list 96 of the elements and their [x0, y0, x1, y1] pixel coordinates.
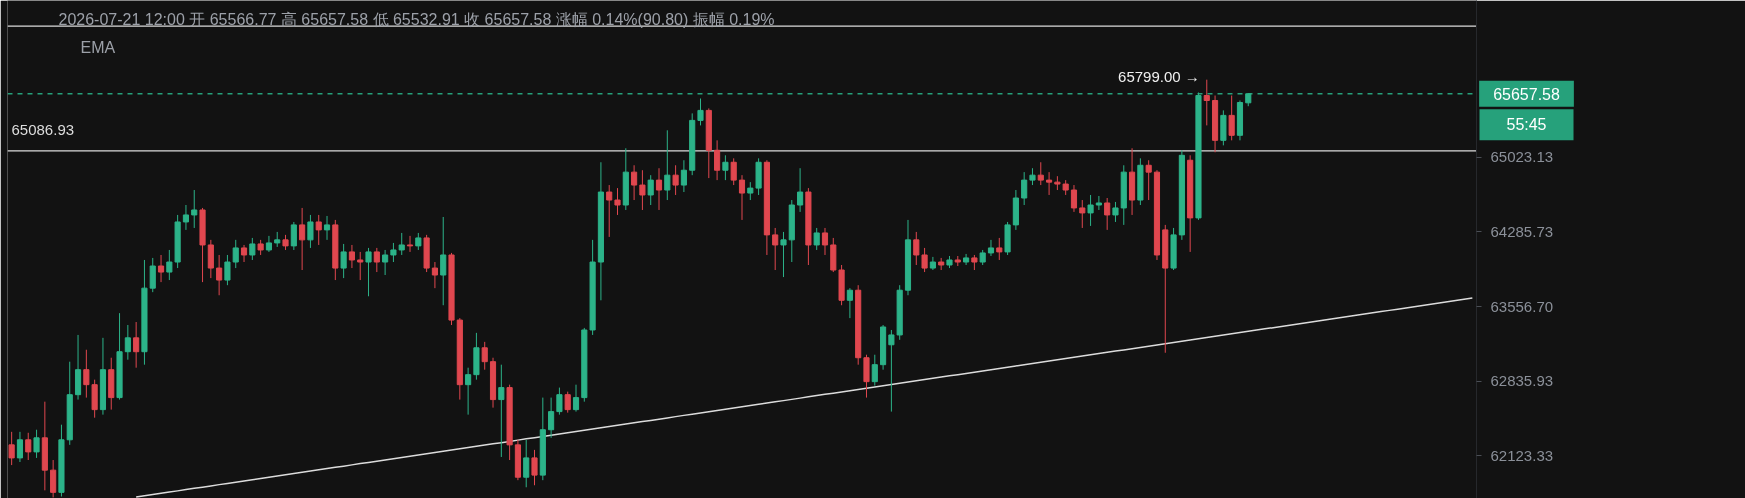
candlestick — [523, 439, 530, 488]
candlestick — [406, 235, 414, 253]
candlestick — [572, 384, 580, 413]
candlestick — [913, 231, 920, 266]
candlestick — [348, 244, 355, 269]
candlestick — [83, 349, 90, 399]
candlestick — [772, 227, 779, 271]
candlestick — [365, 247, 372, 297]
candlestick — [888, 329, 895, 413]
candlestick — [846, 287, 853, 319]
candlestick — [871, 354, 878, 387]
y-tick-label: 64285.73 — [1490, 222, 1554, 240]
text: 55:45 — [1506, 116, 1547, 134]
candlestick — [1203, 79, 1210, 126]
candlestick — [382, 249, 389, 276]
candlestick — [722, 154, 729, 181]
candlestick — [33, 429, 40, 459]
candlestick — [921, 247, 928, 273]
candlestick — [614, 187, 621, 216]
candlestick — [556, 387, 563, 416]
candlestick — [124, 324, 131, 361]
candlestick — [307, 214, 314, 249]
candlestick — [498, 364, 505, 458]
y-tick-label: 63556.70 — [1490, 297, 1554, 315]
candlestick — [373, 247, 380, 273]
candlestick — [1037, 161, 1044, 186]
candlestick — [1021, 171, 1028, 206]
candlestick — [730, 157, 737, 186]
candlestick — [16, 431, 24, 463]
candlestick — [1145, 159, 1152, 201]
candlestick — [191, 189, 198, 229]
candlestick — [664, 129, 671, 201]
candlestick — [606, 184, 613, 238]
ref-line-label: 65657.58 — [1493, 85, 1560, 103]
candlestick — [390, 242, 397, 263]
candlestick — [813, 227, 820, 251]
candlestick — [821, 227, 829, 256]
candlestick — [157, 254, 165, 283]
candlestick — [182, 204, 190, 231]
candlestick — [8, 431, 15, 466]
candlestick — [240, 244, 248, 263]
candlestick — [207, 239, 214, 279]
candlestick — [440, 216, 447, 306]
candlestick — [1228, 95, 1235, 141]
candlestick — [697, 98, 704, 126]
candlestick — [680, 159, 687, 193]
candlestick — [166, 249, 173, 281]
candlestick — [133, 321, 140, 369]
candlestick — [50, 459, 57, 498]
candlestick — [249, 237, 256, 261]
y-tick-label: 62835.93 — [1490, 372, 1554, 390]
candlestick — [398, 232, 405, 256]
candlestick — [1112, 201, 1119, 223]
candlestick — [987, 239, 995, 257]
candlestick — [465, 367, 472, 416]
candlestick — [224, 254, 231, 286]
candlestick — [290, 221, 297, 251]
candlestick — [216, 254, 223, 296]
candlestick — [431, 261, 438, 289]
candlestick — [647, 174, 654, 206]
candlestick — [1087, 194, 1094, 227]
candlestick — [1079, 199, 1086, 229]
candlestick — [738, 174, 746, 221]
candlestick — [714, 139, 721, 181]
candlestick — [797, 167, 804, 213]
text: EMA — [80, 39, 116, 56]
text: 2026-07-21 12:00 开 65566.77 高 65657.58 低 65532.91 收 65657.58 涨幅 0.14%(90.80) 振幅 0.19% — [58, 11, 775, 28]
candlestick — [548, 397, 555, 439]
candlestick — [299, 207, 306, 271]
candlestick — [631, 164, 638, 201]
candlestick — [323, 215, 331, 241]
candlestick — [1095, 195, 1102, 211]
candlestick — [232, 239, 239, 269]
y-tick-label: 65023.13 — [1490, 148, 1554, 166]
candlestick — [963, 253, 970, 266]
candlestick — [481, 341, 488, 371]
candlestick — [672, 164, 679, 196]
candlestick — [25, 432, 32, 461]
candlestick — [655, 167, 663, 211]
annotation: 65799.00 → — [1118, 68, 1200, 86]
candlestick — [149, 257, 156, 293]
ref-line-label: 65086.93 — [11, 120, 75, 138]
candlestick — [780, 231, 787, 278]
candlestick — [340, 243, 347, 279]
candlestick — [1070, 184, 1078, 213]
candlestick — [1104, 197, 1111, 231]
candlestick — [564, 391, 571, 414]
candlestick — [996, 237, 1003, 261]
candlestick — [863, 354, 870, 399]
candlestick — [639, 169, 646, 211]
candlestick — [531, 449, 538, 486]
candlestick — [1046, 171, 1053, 196]
line-series — [135, 297, 1474, 498]
candlestick — [357, 251, 364, 281]
y-tick-label: 62123.33 — [1490, 446, 1554, 464]
candlestick — [315, 214, 322, 246]
